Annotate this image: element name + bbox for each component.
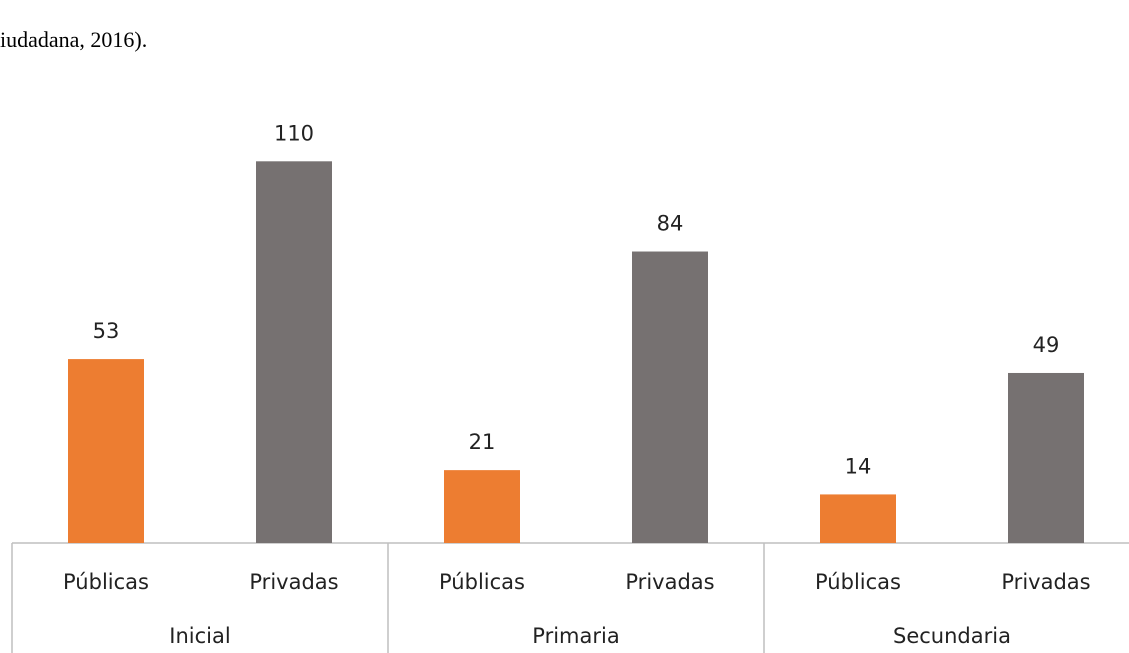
x-tick-label: Privadas (249, 570, 338, 594)
data-label: 49 (1033, 333, 1060, 357)
bar (256, 161, 332, 544)
x-tick-label: Públicas (439, 570, 525, 594)
bar (1008, 372, 1084, 543)
data-label: 21 (469, 430, 496, 454)
data-label: 110 (274, 121, 314, 145)
bar (68, 359, 144, 543)
data-label: 84 (657, 212, 684, 236)
bar (444, 470, 520, 543)
group-label: Inicial (169, 624, 230, 648)
x-tick-label: Públicas (63, 570, 149, 594)
x-tick-label: Públicas (815, 570, 901, 594)
bar (632, 251, 708, 543)
bar (820, 494, 896, 543)
group-label: Primaria (532, 624, 619, 648)
x-tick-label: Privadas (625, 570, 714, 594)
data-label: 14 (845, 454, 872, 478)
data-label: 53 (93, 319, 120, 343)
document-text: iudadana, 2016). (0, 27, 147, 52)
group-label: Secundaria (893, 624, 1011, 648)
x-tick-label: Privadas (1001, 570, 1090, 594)
